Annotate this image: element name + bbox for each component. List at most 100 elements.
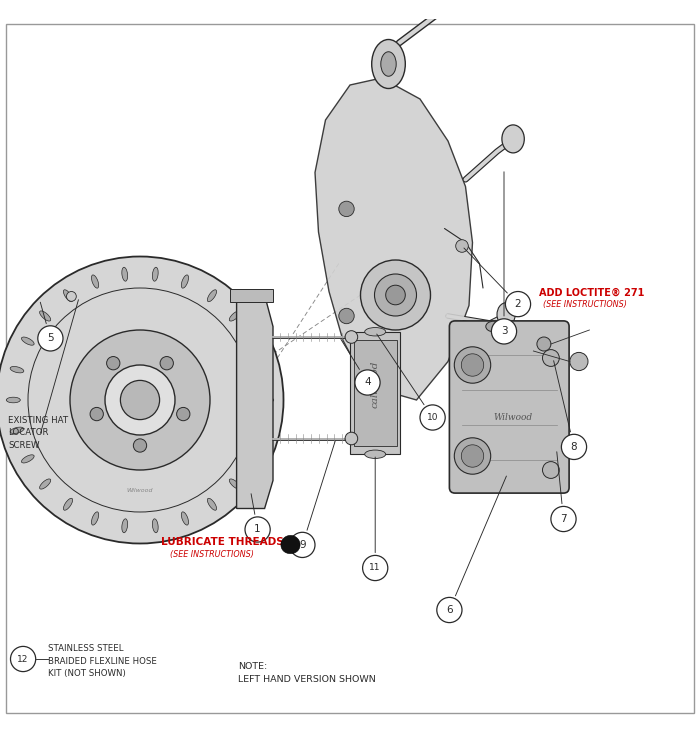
Circle shape bbox=[456, 240, 468, 252]
Circle shape bbox=[105, 365, 175, 435]
Ellipse shape bbox=[64, 498, 73, 510]
Circle shape bbox=[120, 380, 160, 419]
Polygon shape bbox=[350, 332, 400, 454]
Circle shape bbox=[10, 646, 36, 671]
Text: (SEE INSTRUCTIONS): (SEE INSTRUCTIONS) bbox=[543, 300, 627, 310]
Circle shape bbox=[90, 408, 104, 421]
Ellipse shape bbox=[6, 397, 20, 403]
Circle shape bbox=[374, 274, 416, 316]
Ellipse shape bbox=[230, 479, 240, 489]
Ellipse shape bbox=[246, 337, 258, 345]
Circle shape bbox=[537, 337, 551, 351]
Text: 1: 1 bbox=[254, 525, 261, 534]
Polygon shape bbox=[354, 340, 397, 446]
Circle shape bbox=[70, 330, 210, 470]
PathPatch shape bbox=[237, 295, 273, 509]
Text: 12: 12 bbox=[18, 654, 29, 663]
Ellipse shape bbox=[181, 275, 188, 288]
Circle shape bbox=[542, 461, 559, 478]
Ellipse shape bbox=[22, 337, 34, 345]
Circle shape bbox=[133, 439, 147, 453]
FancyBboxPatch shape bbox=[449, 321, 569, 493]
Circle shape bbox=[454, 347, 491, 383]
Ellipse shape bbox=[40, 311, 50, 321]
Circle shape bbox=[245, 517, 270, 542]
Circle shape bbox=[505, 292, 531, 317]
Ellipse shape bbox=[207, 498, 216, 510]
Text: 6: 6 bbox=[446, 605, 453, 615]
Circle shape bbox=[386, 285, 405, 305]
Ellipse shape bbox=[64, 290, 73, 301]
Ellipse shape bbox=[260, 397, 274, 403]
Text: Wilwood: Wilwood bbox=[494, 413, 532, 422]
Circle shape bbox=[551, 506, 576, 531]
Text: 8: 8 bbox=[570, 442, 578, 452]
Text: 4: 4 bbox=[364, 377, 371, 388]
Ellipse shape bbox=[92, 512, 99, 525]
Ellipse shape bbox=[486, 321, 501, 332]
Ellipse shape bbox=[497, 303, 515, 326]
Text: LUBRICATE THREADS: LUBRICATE THREADS bbox=[161, 537, 284, 547]
Bar bbox=[230, 290, 273, 302]
Text: 3: 3 bbox=[500, 326, 508, 336]
Text: Wilwood: Wilwood bbox=[127, 489, 153, 494]
Circle shape bbox=[570, 352, 588, 371]
Circle shape bbox=[160, 357, 174, 370]
Ellipse shape bbox=[256, 366, 270, 373]
Circle shape bbox=[363, 556, 388, 581]
Circle shape bbox=[454, 438, 491, 474]
Circle shape bbox=[360, 260, 430, 330]
Ellipse shape bbox=[92, 275, 99, 288]
Circle shape bbox=[461, 445, 484, 467]
Circle shape bbox=[38, 326, 63, 351]
Circle shape bbox=[461, 354, 484, 376]
Ellipse shape bbox=[365, 450, 386, 458]
Text: caltwood: caltwood bbox=[371, 361, 379, 408]
Circle shape bbox=[420, 405, 445, 430]
Ellipse shape bbox=[181, 512, 188, 525]
Text: ADD LOCTITE® 271: ADD LOCTITE® 271 bbox=[539, 288, 645, 298]
Circle shape bbox=[437, 598, 462, 623]
Polygon shape bbox=[315, 78, 472, 400]
Text: 5: 5 bbox=[47, 333, 54, 343]
Circle shape bbox=[542, 349, 559, 366]
Circle shape bbox=[0, 256, 284, 543]
Ellipse shape bbox=[153, 519, 158, 533]
Text: 7: 7 bbox=[560, 514, 567, 524]
Ellipse shape bbox=[122, 519, 127, 533]
Text: 2: 2 bbox=[514, 299, 522, 309]
Ellipse shape bbox=[246, 455, 258, 463]
Circle shape bbox=[66, 292, 76, 301]
Circle shape bbox=[491, 319, 517, 344]
Ellipse shape bbox=[381, 52, 396, 76]
Text: NOTE:
LEFT HAND VERSION SHOWN: NOTE: LEFT HAND VERSION SHOWN bbox=[238, 663, 376, 684]
Ellipse shape bbox=[372, 40, 405, 88]
Ellipse shape bbox=[10, 366, 24, 373]
Ellipse shape bbox=[256, 427, 270, 433]
Circle shape bbox=[561, 434, 587, 459]
Ellipse shape bbox=[345, 331, 358, 343]
Text: 11: 11 bbox=[370, 564, 381, 573]
Text: 9: 9 bbox=[299, 540, 306, 550]
Ellipse shape bbox=[502, 125, 524, 153]
Circle shape bbox=[339, 308, 354, 324]
Ellipse shape bbox=[230, 311, 240, 321]
Circle shape bbox=[106, 357, 120, 370]
Text: (SEE INSTRUCTIONS): (SEE INSTRUCTIONS) bbox=[170, 550, 254, 559]
Text: STAINLESS STEEL
BRAIDED FLEXLINE HOSE
KIT (NOT SHOWN): STAINLESS STEEL BRAIDED FLEXLINE HOSE KI… bbox=[48, 644, 157, 678]
Circle shape bbox=[176, 408, 190, 421]
Ellipse shape bbox=[153, 268, 158, 282]
Text: 10: 10 bbox=[427, 413, 438, 422]
Ellipse shape bbox=[365, 327, 386, 336]
Text: EXISTING HAT
LOCATOR
SCREW: EXISTING HAT LOCATOR SCREW bbox=[8, 416, 69, 450]
Ellipse shape bbox=[207, 290, 216, 301]
Ellipse shape bbox=[22, 455, 34, 463]
Ellipse shape bbox=[40, 479, 50, 489]
Circle shape bbox=[339, 201, 354, 217]
Polygon shape bbox=[281, 535, 300, 553]
Ellipse shape bbox=[122, 268, 127, 282]
Ellipse shape bbox=[345, 432, 358, 445]
Circle shape bbox=[355, 370, 380, 395]
Circle shape bbox=[290, 532, 315, 557]
Ellipse shape bbox=[10, 427, 24, 433]
